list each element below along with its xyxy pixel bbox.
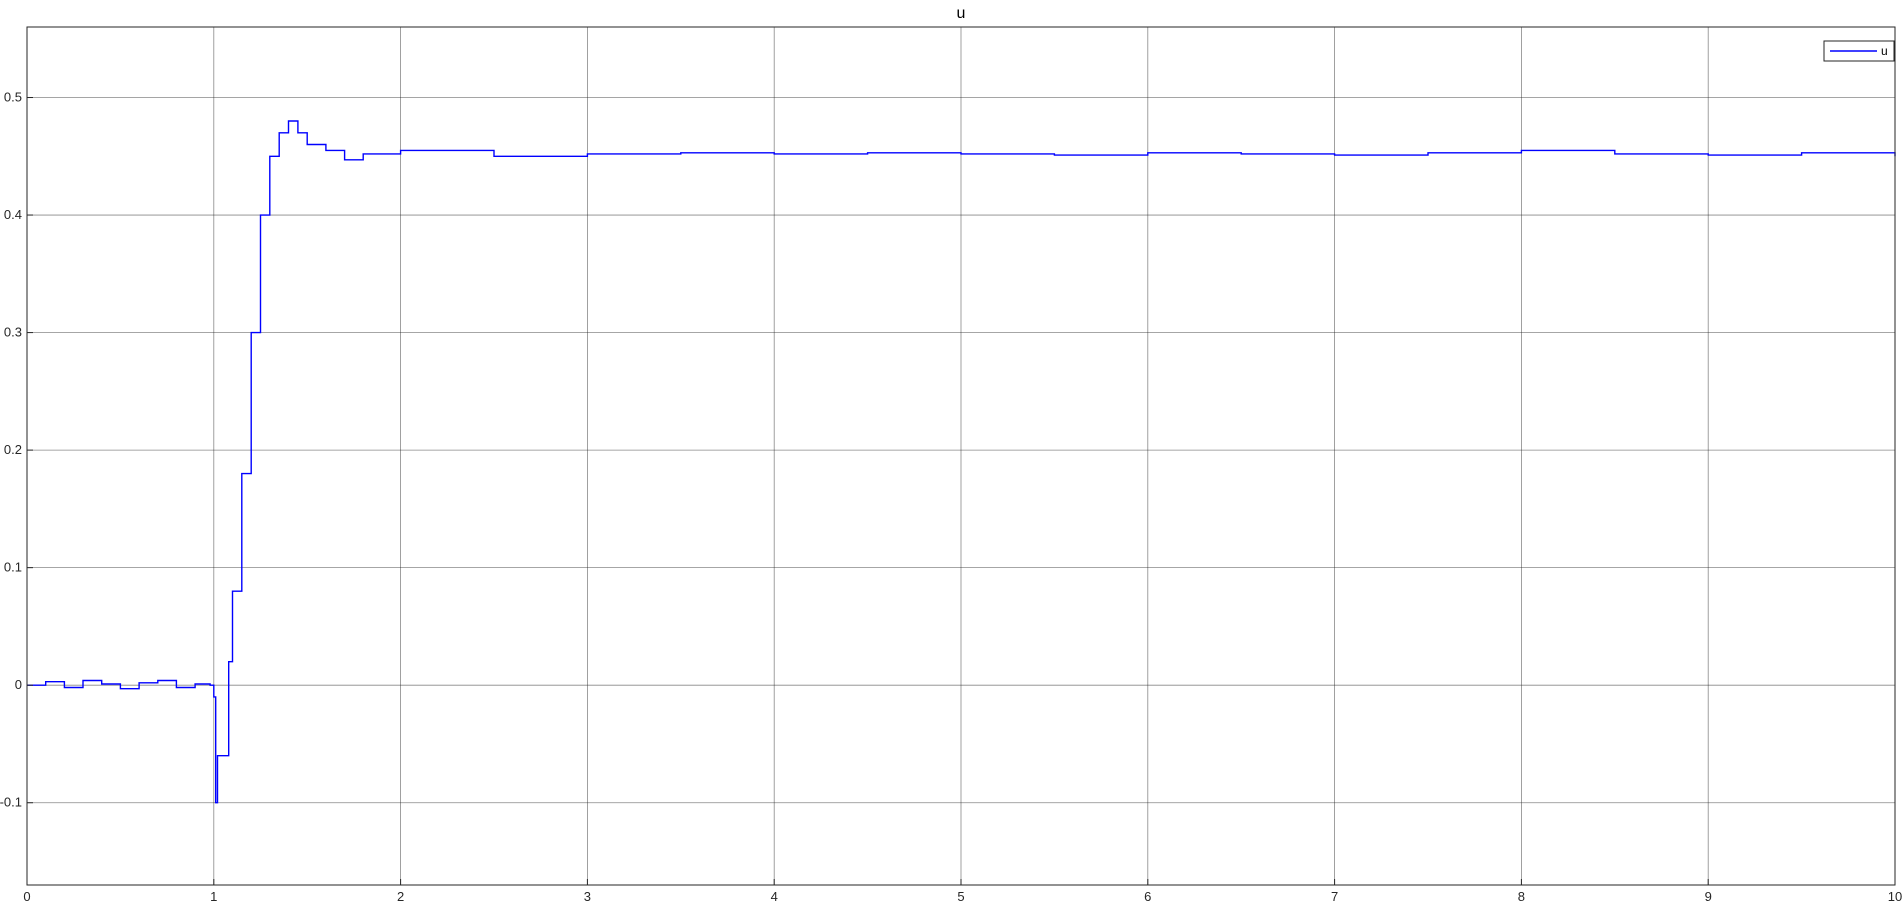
- x-tick-label: 7: [1331, 889, 1338, 904]
- x-tick-label: 6: [1144, 889, 1151, 904]
- y-tick-label: -0.1: [0, 795, 22, 810]
- chart-title: u: [957, 5, 966, 22]
- x-tick-label: 1: [210, 889, 217, 904]
- x-tick-label: 8: [1518, 889, 1525, 904]
- legend-label: u: [1881, 44, 1888, 58]
- y-tick-label: 0.4: [4, 207, 22, 222]
- x-tick-label: 2: [397, 889, 404, 904]
- series-line-u: [27, 120, 1896, 804]
- y-tick-label: 0.1: [4, 560, 22, 575]
- grid: [26, 27, 1896, 885]
- y-tick-label: 0.5: [4, 90, 22, 105]
- x-tick-label: 10: [1888, 889, 1902, 904]
- y-axis-ticks: -0.1 0 0.1 0.2 0.3 0.4 0.5: [0, 90, 33, 810]
- x-tick-label: 5: [957, 889, 964, 904]
- y-tick-label: 0: [15, 677, 22, 692]
- legend: u: [1823, 40, 1895, 62]
- x-tick-label: 4: [771, 889, 778, 904]
- y-tick-label: 0.3: [4, 325, 22, 340]
- series-layer: [27, 120, 1896, 804]
- x-tick-label: 9: [1705, 889, 1712, 904]
- x-axis-ticks: 0 1 2 3 4 5 6 7 8 9 10: [23, 879, 1902, 904]
- y-tick-label: 0.2: [4, 442, 22, 457]
- x-tick-label: 3: [584, 889, 591, 904]
- x-tick-label: 0: [23, 889, 30, 904]
